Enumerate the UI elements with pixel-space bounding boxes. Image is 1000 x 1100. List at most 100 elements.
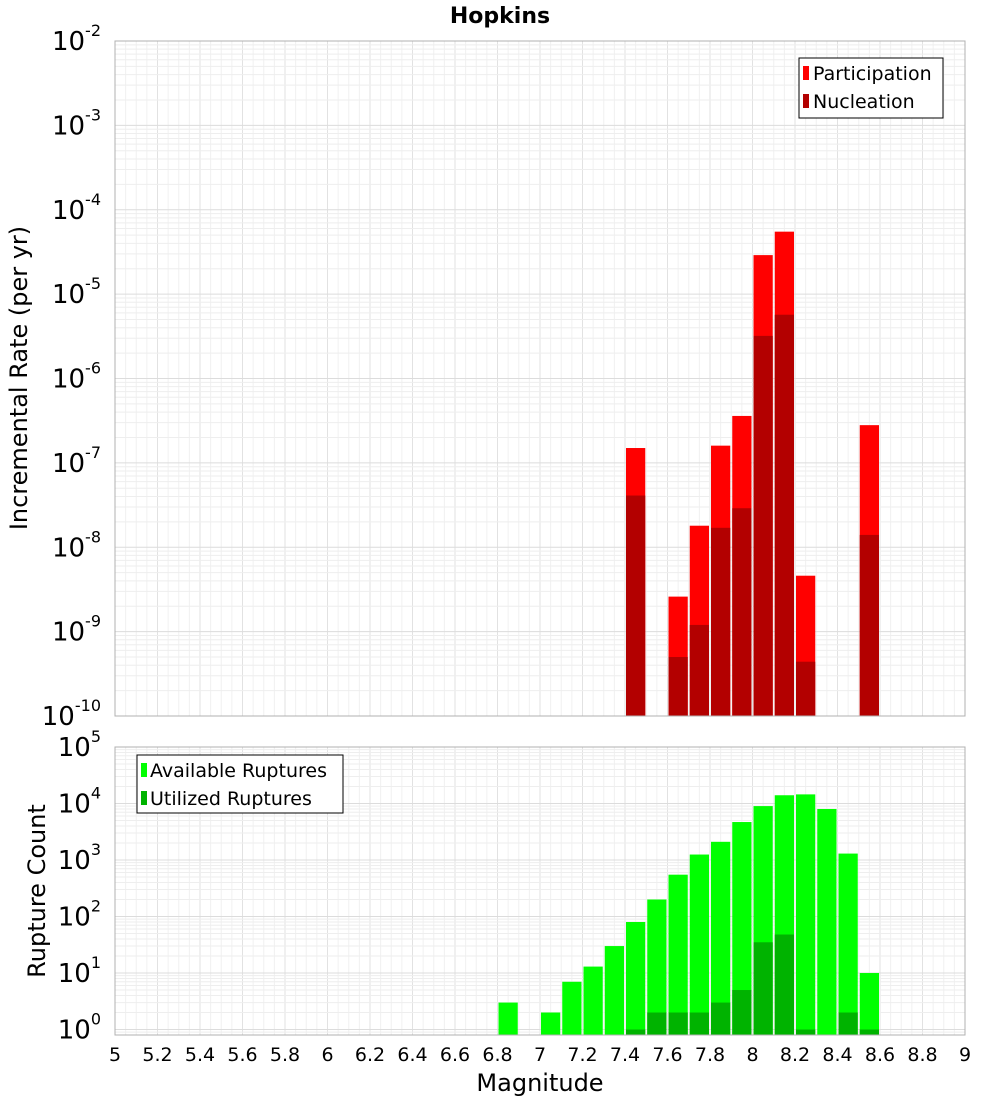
count-bar-utilized-ruptures [668, 1012, 688, 1035]
count-bar-available-ruptures [498, 1002, 518, 1035]
tick-base: 10 [52, 449, 85, 479]
count-bar-utilized-ruptures [859, 1029, 879, 1035]
tick-base: 10 [52, 111, 85, 141]
rate-y-tick-label: 10-7 [52, 443, 101, 479]
x-tick-label: 8.2 [780, 1044, 810, 1066]
legend-label-participation: Participation [813, 63, 932, 85]
tick-exponent: 5 [91, 727, 101, 746]
chart-title: Hopkins [450, 4, 550, 29]
rate-plot-frame [114, 40, 966, 717]
rate-y-tick-label: 10-6 [52, 359, 101, 395]
x-tick-label: 8.6 [865, 1044, 895, 1066]
tick-exponent: -6 [85, 359, 101, 378]
count-bar-available-ruptures [817, 808, 837, 1035]
tick-exponent: 3 [91, 840, 101, 859]
rate-y-tick-label: 10-3 [52, 105, 101, 141]
rate-bar-nucleation [626, 495, 646, 716]
x-tick-label: 5.4 [185, 1044, 215, 1066]
rate-y-tick-label: 10-8 [52, 527, 101, 563]
x-tick-label: 7.4 [610, 1044, 640, 1066]
tick-base: 10 [52, 280, 85, 310]
count-bar-utilized-ruptures [647, 1012, 667, 1035]
count-bar-utilized-ruptures [689, 1012, 709, 1035]
count-bar-available-ruptures [562, 981, 582, 1035]
x-tick-label: 8 [746, 1044, 758, 1066]
x-tick-label: 7 [534, 1044, 546, 1066]
rate-bar-nucleation [732, 508, 752, 716]
rate-bar-nucleation [859, 534, 879, 716]
x-tick-label: 7.6 [652, 1044, 682, 1066]
count-plot-frame [114, 746, 966, 1036]
x-tick-label: 5.2 [142, 1044, 172, 1066]
rate-y-tick-label: 10-2 [52, 21, 101, 57]
x-tick-label: 9 [959, 1044, 971, 1066]
tick-base: 10 [52, 533, 85, 563]
count-bar-utilized-ruptures [774, 934, 794, 1035]
x-tick-label: 8.4 [822, 1044, 852, 1066]
rate-bar-nucleation [689, 624, 709, 716]
count-bar-utilized-ruptures [732, 990, 752, 1035]
x-tick-label: 5.6 [227, 1044, 257, 1066]
x-tick-label: 6.8 [482, 1044, 512, 1066]
rate-bar-nucleation [796, 661, 816, 716]
count-bar-available-ruptures [647, 899, 667, 1035]
tick-base: 10 [58, 959, 91, 989]
count-bars [498, 794, 879, 1035]
rate-bar-nucleation [668, 657, 688, 716]
rate-legend-box [798, 57, 944, 119]
count-bar-available-ruptures [541, 1012, 561, 1035]
rate-y-tick-label: 10-10 [42, 696, 101, 732]
count-legend: Available Ruptures Utilized Ruptures [136, 754, 344, 814]
rate-bars [626, 231, 879, 716]
count-bar-available-ruptures [732, 822, 752, 1035]
tick-base: 10 [58, 1016, 91, 1046]
x-tick-label: 7.8 [695, 1044, 725, 1066]
x-tick-label: 6 [321, 1044, 333, 1066]
rate-bar-nucleation [753, 335, 773, 716]
count-bar-available-ruptures [668, 874, 688, 1035]
tick-base: 10 [58, 903, 91, 933]
tick-exponent: 0 [91, 1010, 101, 1029]
tick-exponent: 2 [91, 897, 101, 916]
count-y-tick-label: 103 [58, 840, 101, 876]
count-y-tick-label: 101 [58, 953, 101, 989]
x-tick-label: 8.8 [907, 1044, 937, 1066]
count-legend-box [136, 754, 344, 814]
count-bar-utilized-ruptures [753, 942, 773, 1035]
tick-base: 10 [42, 702, 75, 732]
x-axis-label: Magnitude [476, 1069, 603, 1097]
tick-exponent: 1 [91, 953, 101, 972]
rate-y-axis-label: Incremental Rate (per yr) [5, 226, 33, 530]
tick-exponent: -10 [75, 696, 101, 715]
count-bar-available-ruptures [604, 946, 624, 1035]
tick-base: 10 [58, 733, 91, 763]
count-bar-available-ruptures [689, 854, 709, 1035]
x-tick-label: 6.2 [355, 1044, 385, 1066]
tick-exponent: -9 [85, 612, 101, 631]
tick-exponent: -3 [85, 105, 101, 124]
legend-swatch-participation [803, 66, 809, 80]
legend-label-nucleation: Nucleation [813, 91, 915, 113]
count-y-axis-label: Rupture Count [23, 804, 51, 978]
tick-base: 10 [52, 196, 85, 226]
count-bar-available-ruptures [838, 853, 858, 1035]
rate-y-tick-label: 10-5 [52, 274, 101, 310]
tick-base: 10 [58, 846, 91, 876]
tick-exponent: 4 [91, 784, 101, 803]
count-x-ticks: 5 5.2 5.4 5.6 5.8 6 6.2 6.4 6.6 6.8 7 7.2 7.4 7.6 7.8 8… [109, 1044, 971, 1066]
count-y-tick-label: 102 [58, 897, 101, 933]
count-bar-available-ruptures [796, 794, 816, 1035]
count-bar-utilized-ruptures [711, 1002, 731, 1035]
x-tick-label: 7.2 [567, 1044, 597, 1066]
legend-swatch-nucleation [803, 94, 809, 108]
count-y-tick-label: 100 [58, 1010, 101, 1046]
legend-label-utilized: Utilized Ruptures [150, 788, 312, 810]
tick-base: 10 [58, 790, 91, 820]
count-y-tick-label: 105 [58, 727, 101, 763]
count-bar-utilized-ruptures [796, 1029, 816, 1035]
tick-exponent: -5 [85, 274, 101, 293]
tick-exponent: -4 [85, 190, 101, 209]
